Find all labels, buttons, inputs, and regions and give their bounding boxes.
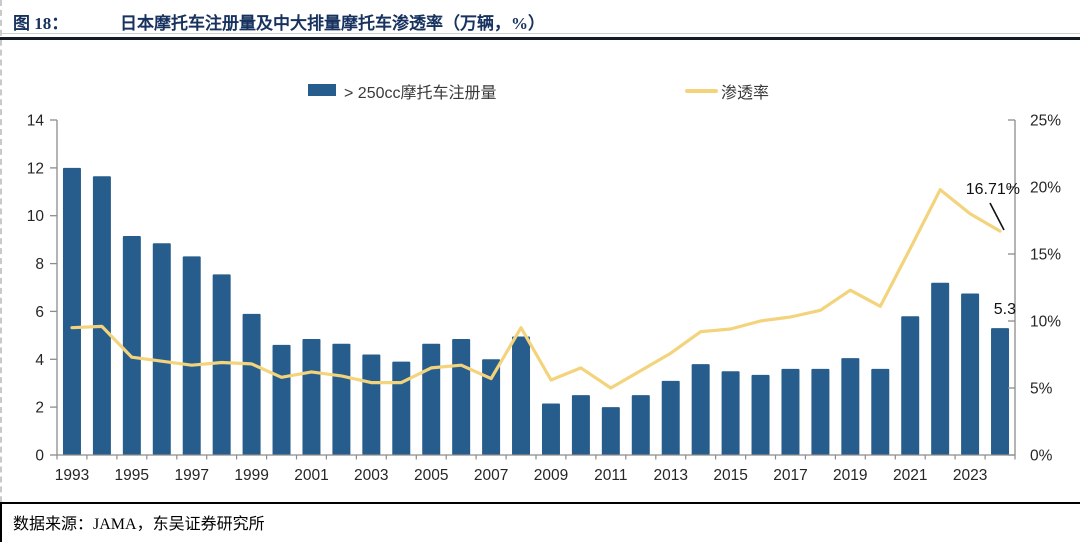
- registration-bar: [452, 338, 471, 455]
- right-axis-tick-label: 20%: [1030, 180, 1061, 197]
- page-left-border: [0, 0, 2, 542]
- x-axis-tick-label: 2017: [773, 467, 807, 484]
- legend-line-label: 渗透率: [721, 85, 770, 102]
- registration-bar: [751, 374, 770, 455]
- left-axis-tick-label: 0: [35, 448, 44, 465]
- registration-bar: [901, 316, 920, 455]
- header-rule: [0, 37, 1080, 40]
- figure-title: 日本摩托车注册量及中大排量摩托车渗透率（万辆，%）: [120, 14, 545, 33]
- x-axis-tick-label: 1999: [234, 467, 268, 484]
- registration-bar: [182, 256, 201, 455]
- left-axis-tick-label: 2: [35, 400, 44, 417]
- registration-bar: [781, 368, 800, 455]
- registration-bar: [841, 358, 860, 455]
- footer-rule: [0, 502, 1080, 504]
- right-axis-tick-label: 10%: [1030, 314, 1061, 331]
- x-axis-tick-label: 2009: [534, 467, 568, 484]
- penetration-line: [70, 188, 1002, 390]
- registration-bar: [482, 359, 501, 455]
- right-axis-tick-label: 15%: [1030, 247, 1061, 264]
- x-axis-tick-label: 2001: [294, 467, 328, 484]
- left-axis-tick-label: 10: [27, 208, 45, 225]
- legend-line-swatch: [685, 89, 718, 93]
- chart-svg: 0 2 4 6 8 10 12 14 0% 5% 10% 15% 20% 25% 1993 1995 1997 1…: [27, 113, 1061, 485]
- right-axis-tick-label: 0%: [1030, 448, 1053, 465]
- registration-bar: [871, 368, 890, 455]
- registration-bar: [512, 336, 531, 455]
- registration-bar: [362, 354, 381, 455]
- x-axis-tick-label: 2007: [474, 467, 508, 484]
- annotation-label: 16.71%: [966, 181, 1020, 198]
- x-axis-tick-label: 2003: [354, 467, 388, 484]
- registration-bar: [62, 167, 81, 456]
- registration-bar: [961, 293, 980, 455]
- x-axis-tick-label: 1995: [115, 467, 149, 484]
- annotation-label: 5.3: [994, 301, 1016, 318]
- registration-bar: [122, 236, 141, 455]
- registration-bar: [302, 338, 321, 455]
- left-axis-tick-label: 14: [27, 113, 45, 130]
- registration-bar: [92, 176, 111, 455]
- figure-number-label: 图 18：: [13, 14, 69, 33]
- left-axis-tick-label: 8: [35, 256, 44, 273]
- registration-bar: [661, 380, 680, 455]
- data-source-text: 数据来源：JAMA，东吴证券研究所: [13, 516, 265, 533]
- left-axis-tick-label: 6: [35, 304, 44, 321]
- annotation-leader-line: [989, 202, 1005, 231]
- x-axis-tick-label: 2005: [414, 467, 448, 484]
- registration-bar: [691, 364, 710, 455]
- legend-bar-swatch: [308, 84, 336, 96]
- registration-bar: [422, 343, 441, 455]
- x-axis-tick-label: 2023: [953, 467, 987, 484]
- header-thin-divider: [0, 33, 1080, 34]
- registration-bar: [931, 282, 950, 455]
- x-axis-tick-label: 2011: [594, 467, 627, 484]
- x-axis-tick-label: 1997: [174, 467, 208, 484]
- registration-bar: [721, 371, 740, 455]
- registration-bar: [152, 243, 171, 455]
- right-axis-tick-label: 25%: [1030, 113, 1061, 130]
- x-axis-tick-label: 2015: [713, 467, 747, 484]
- legend-bar-label: > 250cc摩托车注册量: [344, 85, 497, 102]
- registration-bar: [571, 395, 590, 455]
- x-axis-tick-label: 2019: [833, 467, 867, 484]
- registration-bar: [811, 368, 830, 455]
- footer-left-border: [0, 502, 2, 542]
- registration-bar: [541, 403, 560, 455]
- registration-bar: [392, 361, 411, 455]
- registration-bar: [332, 343, 351, 455]
- registration-bar: [991, 328, 1010, 455]
- registration-bar: [601, 407, 620, 455]
- registration-bar: [242, 313, 261, 455]
- right-axis-tick-label: 5%: [1030, 381, 1053, 398]
- x-axis-tick-label: 2021: [893, 467, 927, 484]
- registration-bar: [212, 274, 231, 455]
- left-axis-tick-label: 12: [27, 160, 44, 177]
- registration-bar: [631, 395, 650, 455]
- registration-bar: [272, 344, 291, 455]
- left-axis-tick-label: 4: [35, 352, 44, 369]
- x-axis-tick-label: 2013: [653, 467, 687, 484]
- x-axis-tick-label: 1993: [55, 467, 89, 484]
